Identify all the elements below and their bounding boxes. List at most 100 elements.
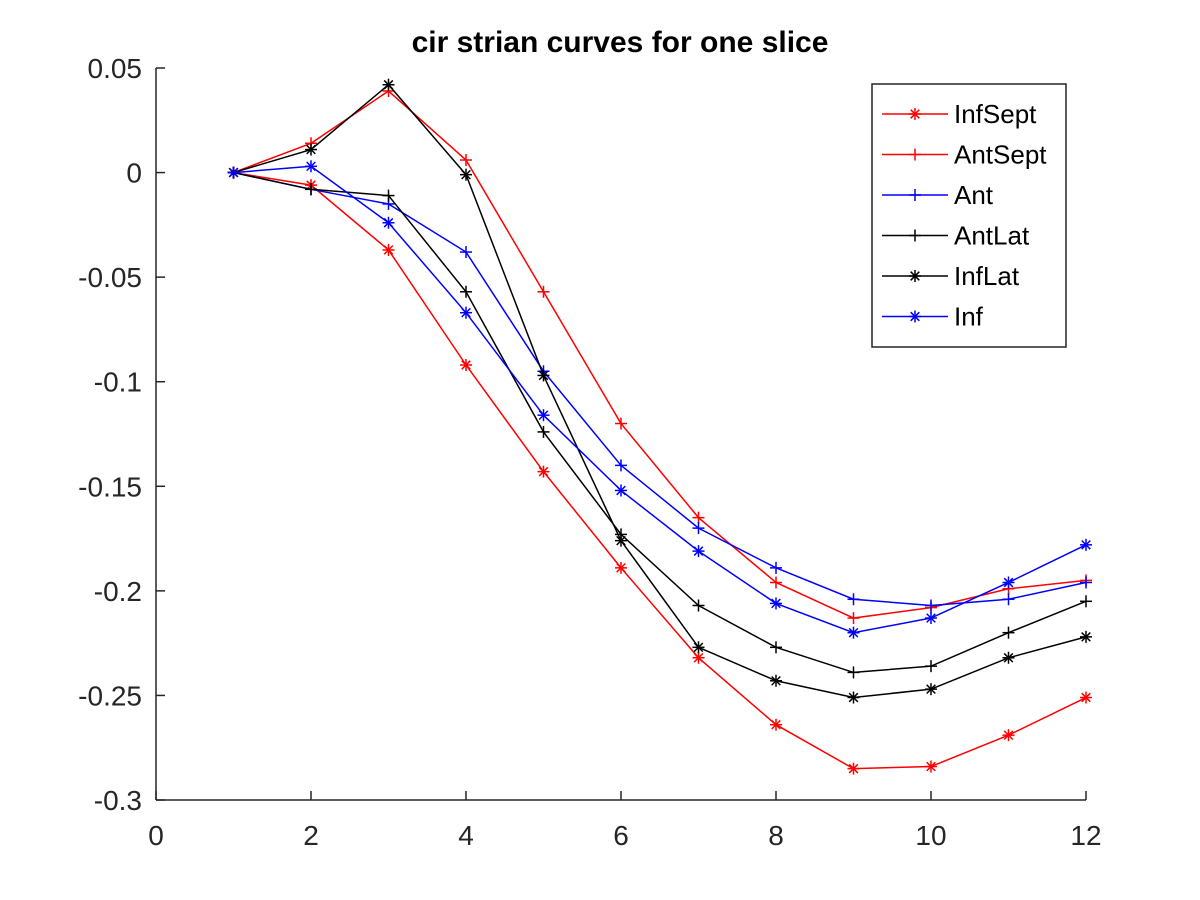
data-point-infsept [1080,691,1092,704]
legend-item-inflat: InfLat [882,261,1020,291]
data-point-inf [770,597,782,610]
series-inflat [227,78,1092,704]
data-point-infsept [615,561,627,574]
data-point-ant [692,522,705,535]
data-point-antsept [537,285,550,298]
data-point-inflat [1002,651,1015,664]
legend: InfSept AntSept Ant AntLat InfLat Inf [871,83,1067,348]
legend-item-antlat: AntLat [882,221,1030,251]
data-point-inflat [847,691,860,704]
data-point-antsept [615,417,627,430]
data-point-inflat [382,78,395,91]
data-point-ant [1002,593,1015,606]
series-layer [227,78,1092,775]
data-point-inflat [770,674,782,687]
y-tick-label: -0.3 [94,785,142,816]
legend-label: AntSept [954,140,1047,170]
series-infsept [227,166,1092,775]
y-tick-label: -0.2 [94,576,142,607]
data-point-inf [1002,576,1015,589]
legend-box [871,83,1067,348]
x-tick-label: 10 [915,820,946,851]
data-point-inf [615,484,627,497]
x-tick-label: 4 [458,820,474,851]
data-point-infsept [925,760,937,773]
data-point-antsept [770,576,782,589]
legend-item-ant: Ant [882,180,994,210]
x-tick-label: 2 [303,820,319,851]
series-inf [227,160,1092,639]
y-tick-label: -0.15 [78,471,142,502]
data-point-inflat [537,369,550,382]
data-point-ant [925,599,937,612]
data-point-inf [925,612,937,625]
data-point-antlat [770,641,782,654]
data-point-infsept [382,243,395,256]
data-point-inf [305,160,317,173]
y-tick-label: -0.25 [78,680,142,711]
data-point-infsept [460,358,472,371]
axes: 0 2 4 6 8 10 12 0.05 0 -0.05 -0.1 -0.15 -0.2 -0.25 -0.… [78,53,1101,851]
legend-marker [909,270,921,282]
series-line-inflat [233,83,1087,699]
series-line-ant [233,171,1087,607]
data-point-antsept [692,511,705,524]
series-line-infsept [233,171,1087,770]
legend-marker [909,189,921,201]
series-antlat [227,166,1092,679]
data-point-inflat [692,641,705,654]
data-point-ant [615,459,627,472]
legend-label: Inf [954,302,984,332]
x-tick-label: 12 [1070,820,1101,851]
data-point-inflat [925,683,937,696]
data-point-antlat [460,285,472,298]
legend-marker [909,310,921,323]
data-point-ant [460,246,472,259]
legend-marker [909,229,921,242]
data-point-antlat [537,425,550,438]
legend-label: InfLat [954,261,1020,291]
y-tick-label: -0.1 [94,367,142,398]
x-tick-label: 0 [148,820,164,851]
data-point-infsept [537,465,550,478]
legend-label: Ant [954,180,994,210]
data-point-inf [1080,538,1092,551]
data-point-inflat [615,534,627,547]
legend-label: AntLat [954,221,1030,251]
chart-title: cir strian curves for one slice [412,26,829,59]
data-point-antlat [382,189,395,202]
data-point-infsept [847,762,860,775]
data-point-antlat [925,660,937,673]
data-point-inflat [1080,630,1092,643]
data-point-antlat [847,666,860,679]
y-tick-label: 0 [126,158,142,189]
series-line-antlat [233,171,1087,674]
legend-item-infsept: InfSept [882,99,1037,129]
legend-marker [909,148,921,161]
x-tick-label: 6 [613,820,629,851]
data-point-antlat [305,183,317,196]
data-point-inf [537,409,550,422]
data-point-inf [847,626,860,639]
data-point-infsept [770,718,782,731]
data-point-antsept [847,612,860,625]
data-point-inf [460,306,472,319]
data-point-inflat [305,143,317,156]
data-point-ant [1080,576,1092,589]
data-point-antlat [1080,595,1092,608]
data-point-ant [847,593,860,606]
legend-label: InfSept [954,99,1037,129]
data-point-antlat [1002,626,1015,639]
legend-marker [909,108,921,120]
data-point-inf [692,545,705,558]
y-tick-label: -0.05 [78,262,142,293]
data-point-infsept [1002,729,1015,742]
x-tick-label: 8 [768,820,784,851]
data-point-infsept [692,651,705,664]
series-line-inf [233,165,1087,634]
data-point-inf [227,166,240,179]
legend-item-antsept: AntSept [882,140,1047,170]
data-point-antlat [692,599,705,612]
data-point-ant [770,561,782,574]
legend-item-inf: Inf [882,302,984,332]
